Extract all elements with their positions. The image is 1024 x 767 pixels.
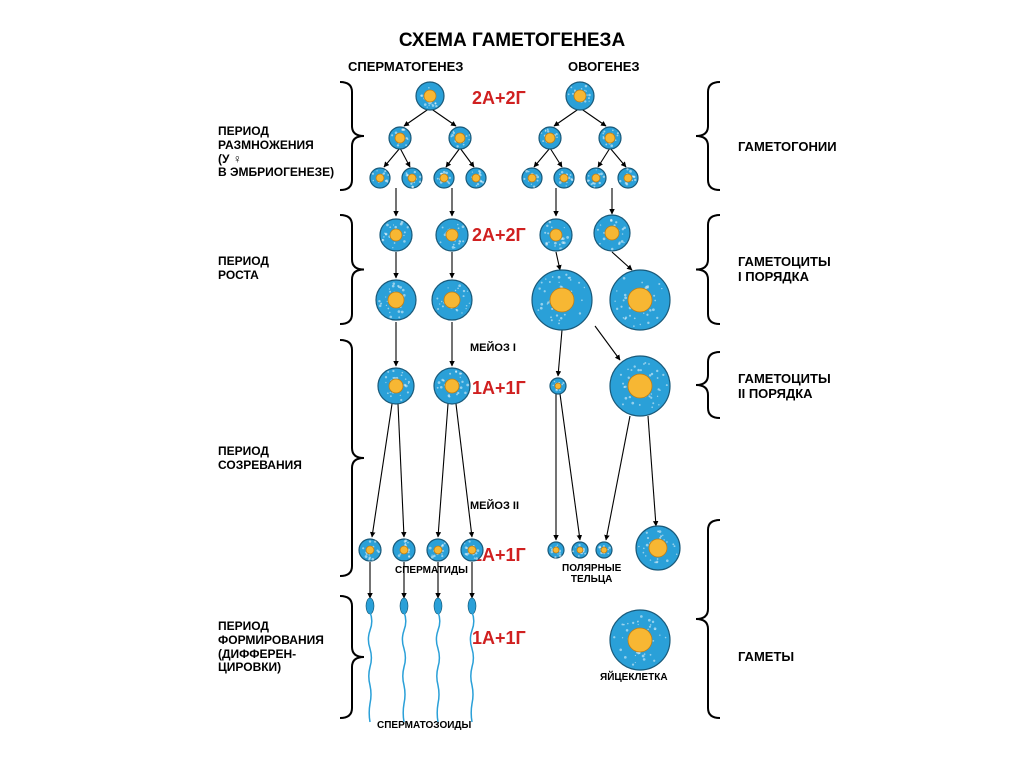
cell [636,526,680,570]
cell [434,368,470,404]
cell [436,219,468,251]
cell [522,168,542,188]
cell [532,270,592,330]
cell [572,542,588,558]
sperm-cell [366,598,374,722]
cell [594,215,630,251]
cell [550,378,566,394]
cell [461,539,483,561]
cell [393,539,415,561]
cell [540,219,572,251]
cell [434,168,454,188]
cell [432,280,472,320]
cell [380,219,412,251]
cell [586,168,606,188]
cell [370,168,390,188]
cell [548,542,564,558]
cell [596,542,612,558]
cell [378,368,414,404]
cell [376,280,416,320]
sperm-cell [468,598,476,722]
cell [554,168,574,188]
cell [359,539,381,561]
sperm-cell [434,598,442,722]
diagram-svg [0,0,1024,767]
cell [618,168,638,188]
cell [466,168,486,188]
cell [610,610,670,670]
cell [610,270,670,330]
cell [402,168,422,188]
cell [610,356,670,416]
cell [566,82,594,110]
cell [416,82,444,110]
cell [389,127,411,149]
cell [449,127,471,149]
cell [427,539,449,561]
sperm-cell [400,598,408,722]
cell [539,127,561,149]
cell [599,127,621,149]
